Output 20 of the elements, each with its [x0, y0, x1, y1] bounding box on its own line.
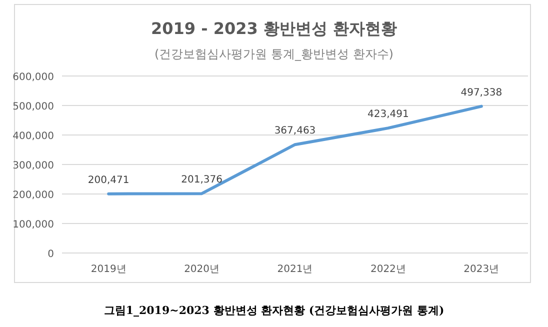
- y-tick-label: 500,000: [12, 102, 54, 112]
- chart-subtitle: (건강보험심사평가원 통계_황반변성 환자수): [154, 47, 394, 61]
- chart-title: 2019 - 2023 황반변성 환자현황: [151, 19, 397, 38]
- x-tick-label: 2021년: [277, 264, 313, 275]
- x-tick-label: 2023년: [464, 264, 500, 275]
- y-tick-label: 0: [48, 249, 54, 260]
- data-label: 497,338: [460, 87, 502, 98]
- x-tick-label: 2022년: [370, 264, 406, 275]
- data-label: 423,491: [368, 109, 409, 120]
- x-tick-label: 2019년: [90, 264, 126, 275]
- data-label: 201,376: [181, 174, 222, 186]
- y-tick-label: 400,000: [12, 131, 54, 142]
- caption: 그림1_2019~2023 황반변성 환자현황 (건강보험심사평가원 통계): [104, 304, 444, 317]
- y-tick-label: 600,000: [12, 72, 54, 83]
- y-tick-label: 200,000: [12, 190, 54, 201]
- data-label: 367,463: [274, 126, 316, 137]
- y-tick-label: 100,000: [12, 220, 54, 230]
- x-tick-label: 2020년: [184, 264, 220, 275]
- y-tick-label: 300,000: [12, 160, 54, 172]
- data-label: 200,471: [88, 174, 130, 186]
